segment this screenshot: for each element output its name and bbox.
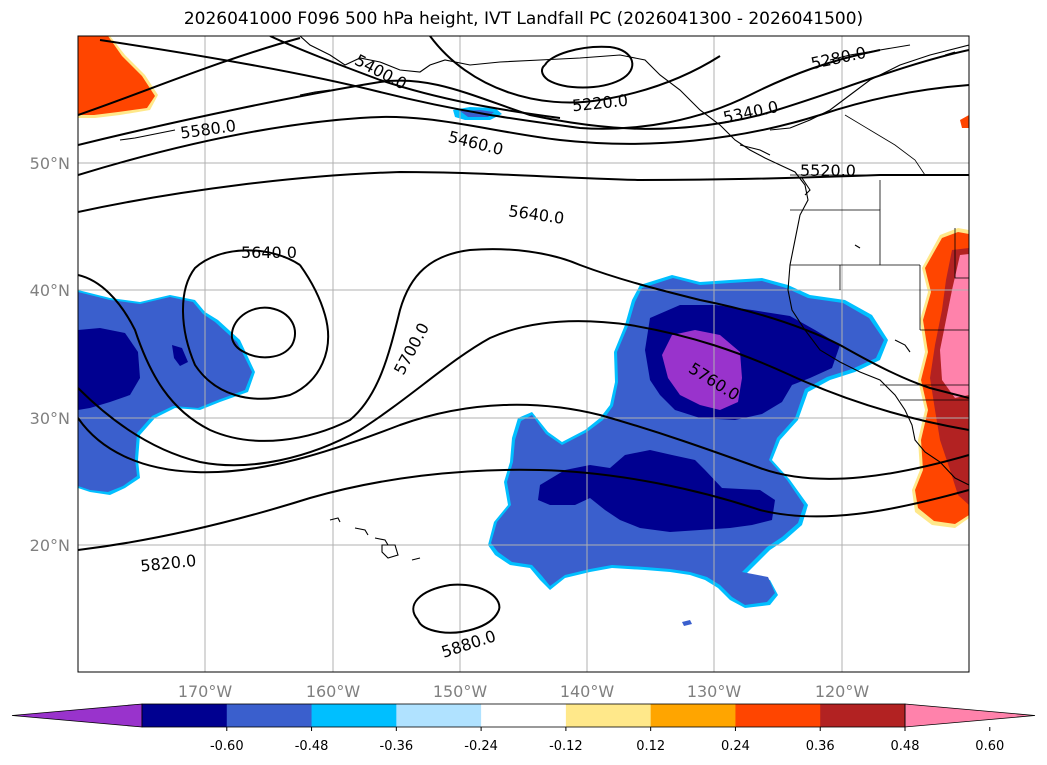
graticule <box>78 36 969 672</box>
contour-label-5640-west: 5640.0 <box>241 243 297 262</box>
lon-label-140w: 140°W <box>560 682 615 701</box>
colorbar-segment <box>565 704 652 727</box>
colorbar-tick-label: 0.24 <box>721 739 750 754</box>
lat-label-40n: 40°N <box>30 281 70 300</box>
lat-label-50n: 50°N <box>30 154 70 173</box>
lon-label-170w: 170°W <box>178 682 233 701</box>
lat-label-20n: 20°N <box>30 536 70 555</box>
colorbar-border <box>141 703 906 728</box>
colorbar-tick-label: 0.48 <box>891 739 920 754</box>
colorbar-segment <box>311 704 397 727</box>
colorbar-tick-label: -0.36 <box>380 739 414 754</box>
colorbar-tick-label: 0.60 <box>975 739 1004 754</box>
ivt-positive-region-coast <box>912 115 969 528</box>
colorbar-tick-label: 0.36 <box>806 739 835 754</box>
lat-label-30n: 30°N <box>30 409 70 428</box>
latitude-labels: 50°N 40°N 30°N 20°N <box>30 154 70 555</box>
colorbar-segment <box>396 704 482 727</box>
colorbar-tick-label: -0.48 <box>295 739 329 754</box>
colorbar-segment <box>735 704 821 727</box>
colorbar-extend-low <box>11 703 143 728</box>
colorbar-segment <box>820 704 906 727</box>
lon-label-150w: 150°W <box>433 682 488 701</box>
lon-label-160w: 160°W <box>306 682 361 701</box>
colorbar: -0.60 -0.48 -0.36 -0.24 -0.12 0.12 0.24 0.36 0.4… <box>11 703 1036 754</box>
colorbar-segment <box>650 704 736 727</box>
map-title: 2026041000 F096 500 hPa height, IVT Land… <box>183 9 864 29</box>
lon-label-130w: 130°W <box>687 682 742 701</box>
longitude-labels: 170°W 160°W 150°W 140°W 130°W 120°W <box>178 682 870 701</box>
ivt-positive-blob-northwest <box>78 36 158 118</box>
lon-label-120w: 120°W <box>815 682 870 701</box>
colorbar-segment <box>481 704 567 727</box>
colorbar-extend-high <box>904 703 1036 728</box>
height-contours <box>78 36 969 634</box>
contour-label-5520: 5520.0 <box>800 161 856 180</box>
colorbar-tick-label: 0.12 <box>636 739 665 754</box>
colorbar-tick-label: -0.12 <box>549 739 583 754</box>
colorbar-segment <box>226 704 313 727</box>
colorbar-tick-label: -0.24 <box>464 739 498 754</box>
colorbar-segment <box>142 704 228 727</box>
colorbar-tick-label: -0.60 <box>210 739 244 754</box>
map-frame <box>77 35 970 673</box>
